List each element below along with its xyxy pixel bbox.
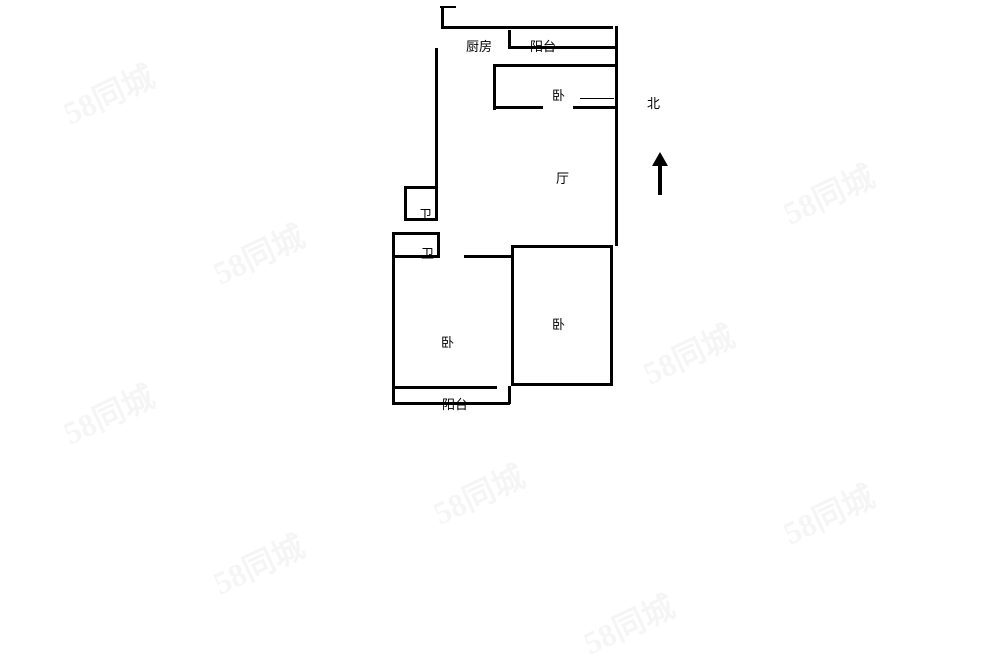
arrow-shaft [658, 164, 662, 195]
watermark: 58同城 [575, 582, 681, 664]
watermark: 58同城 [635, 312, 741, 394]
label-wc1: 卫 [419, 204, 432, 223]
watermark: 58同城 [775, 152, 881, 234]
wall-segment [580, 98, 614, 99]
watermark: 58同城 [55, 52, 161, 134]
label-north: 北 [647, 93, 660, 112]
wall-segment [610, 246, 613, 386]
wall-segment [493, 106, 543, 109]
wall-segment [511, 245, 613, 248]
watermark: 58同城 [425, 452, 531, 534]
wall-segment [511, 245, 514, 385]
wall-segment [573, 106, 618, 109]
wall-segment [464, 255, 514, 258]
wall-segment [404, 186, 438, 189]
label-balcony-s: 阳台 [442, 394, 468, 413]
label-bedroom-n: 卧 [552, 85, 565, 104]
wall-segment [435, 48, 438, 220]
wall-segment [508, 386, 511, 404]
wall-segment [508, 46, 615, 49]
label-wc2: 卫 [421, 243, 434, 262]
wall-segment [392, 386, 497, 389]
label-bedroom-w: 卧 [441, 332, 454, 351]
wall-segment [615, 26, 618, 246]
watermark: 58同城 [205, 522, 311, 604]
wall-segment [441, 26, 613, 29]
wall-segment [441, 6, 444, 29]
wall-segment [437, 232, 440, 257]
wall-segment [440, 6, 456, 8]
wall-segment [493, 64, 615, 67]
arrow-head-icon [652, 152, 668, 166]
label-balcony-n: 阳台 [530, 36, 556, 55]
wall-segment [493, 64, 496, 110]
wall-segment [404, 186, 407, 220]
watermark: 58同城 [775, 472, 881, 554]
watermark: 58同城 [55, 372, 161, 454]
wall-segment [392, 232, 437, 235]
label-bedroom-e: 卧 [552, 314, 565, 333]
wall-segment [511, 383, 613, 386]
label-living: 厅 [556, 168, 569, 187]
watermark: 58同城 [205, 212, 311, 294]
label-kitchen: 厨房 [466, 36, 492, 55]
